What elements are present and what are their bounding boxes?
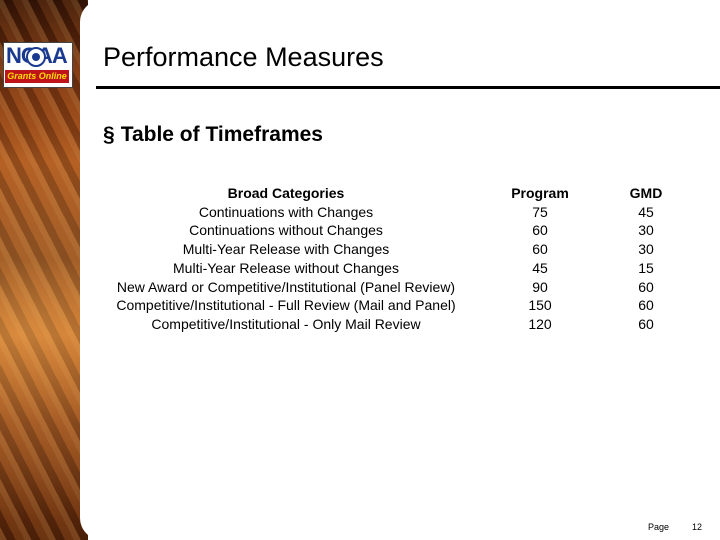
noaa-logo: NOAA Grants Online [3,42,73,88]
table-cell-program: 90 [532,278,548,295]
decorative-sidebar [0,0,88,540]
column-header-category: Broad Categories [227,185,345,201]
table-row: New Award or Competitive/Institutional (… [100,278,696,297]
table-cell-program: 150 [528,297,552,314]
table-cell-program: 120 [528,315,552,332]
table-cell-category: Continuations without Changes [189,222,383,239]
bullet-icon: § [103,123,115,146]
table-cell-gmd: 60 [638,278,654,295]
column-header-gmd: GMD [629,185,663,201]
content-panel [80,0,720,540]
page-label: Page [648,522,670,532]
table-cell-program: 75 [532,203,548,220]
table-header-row: Broad Categories Program GMD [100,184,696,203]
table-row: Continuations with Changes 75 45 [100,203,696,222]
table-cell-gmd: 60 [638,315,654,332]
table-cell-category: Competitive/Institutional - Only Mail Re… [151,315,421,332]
page-number: 12 [692,522,703,532]
table-cell-gmd: 30 [638,222,654,239]
table-cell-program: 60 [532,241,548,258]
table-cell-category: New Award or Competitive/Institutional (… [116,278,456,295]
logo-tagline: Grants Online [5,70,69,83]
noaa-emblem-icon [26,47,46,67]
table-cell-gmd: 30 [638,241,654,258]
title-divider [96,86,720,89]
column-header-program: Program [511,185,569,201]
table-row: Multi-Year Release with Changes 60 30 [100,240,696,259]
page-title: Performance Measures [103,42,384,72]
bullet-text: Table of Timeframes [120,123,323,146]
table-cell-program: 60 [532,222,548,239]
table-cell-gmd: 15 [638,259,654,276]
bullet-item: § Table of Timeframes [103,123,323,147]
table-row: Multi-Year Release without Changes 45 15 [100,259,696,278]
table-cell-gmd: 60 [638,297,654,314]
table-cell-category: Competitive/Institutional - Full Review … [116,297,456,314]
timeframes-table: Broad Categories Program GMD Continuatio… [100,184,696,334]
table-cell-gmd: 45 [638,203,654,220]
table-cell-category: Multi-Year Release with Changes [182,241,390,258]
table-cell-category: Continuations with Changes [198,203,374,220]
table-row: Competitive/Institutional - Full Review … [100,296,696,315]
table-cell-program: 45 [532,259,548,276]
table-cell-category: Multi-Year Release without Changes [173,259,399,276]
table-row: Competitive/Institutional - Only Mail Re… [100,315,696,334]
table-row: Continuations without Changes 60 30 [100,221,696,240]
